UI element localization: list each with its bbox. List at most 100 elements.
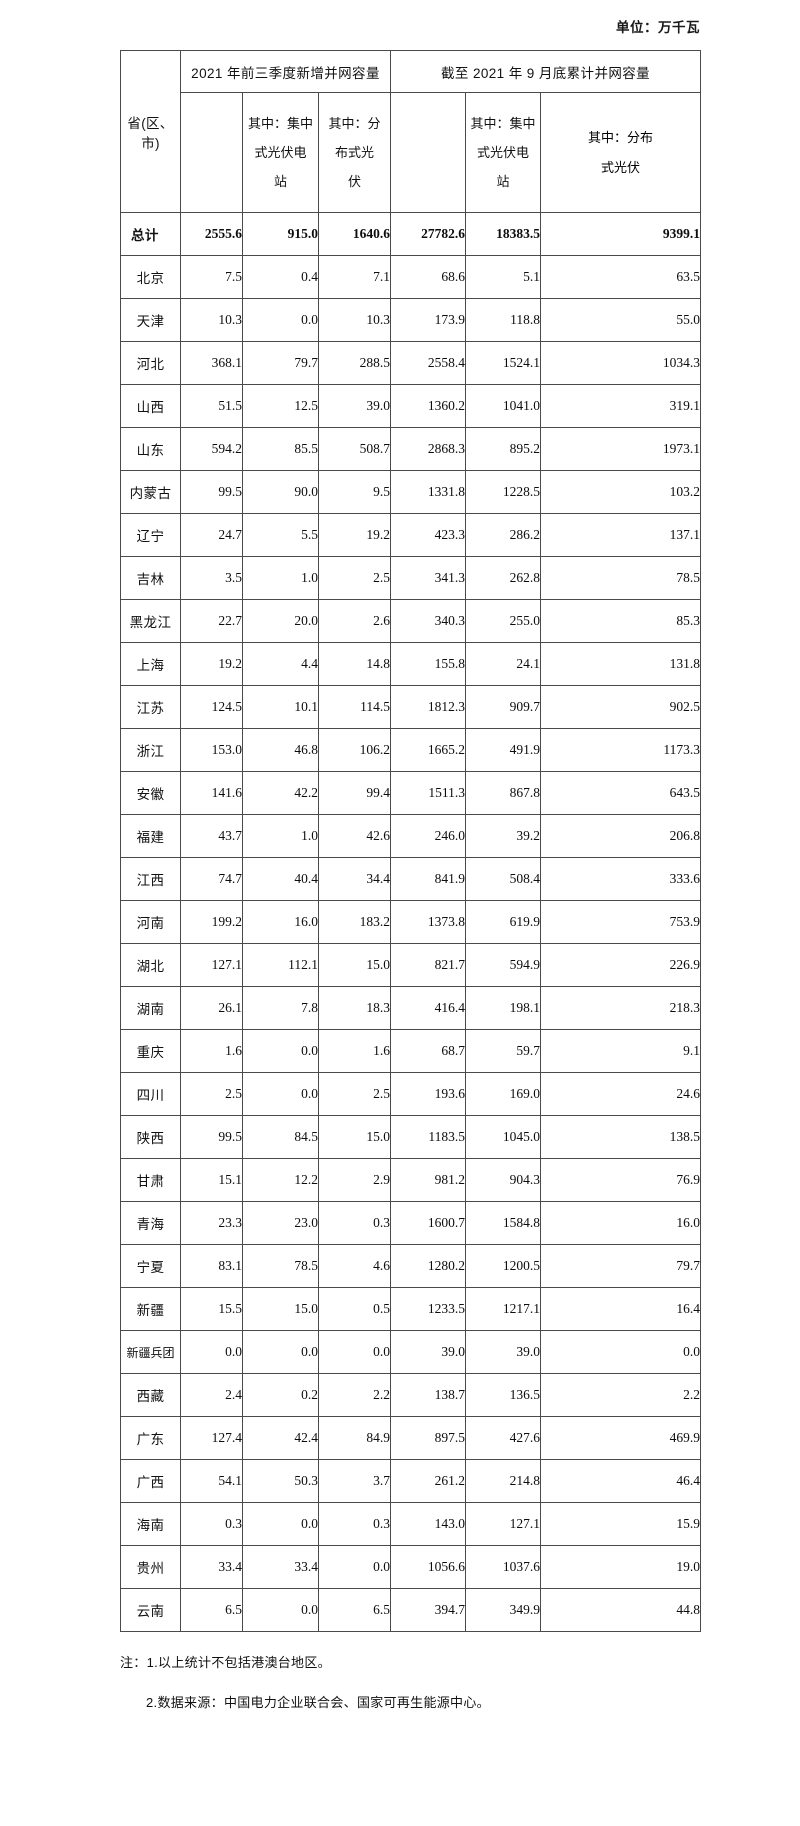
province-name: 广东 [120,1416,181,1460]
cell-value: 1.0 [242,556,319,600]
cell-value: 79.7 [540,1244,702,1288]
cell-value: 10.1 [242,685,319,729]
province-name: 贵州 [120,1545,181,1589]
cell-value: 118.8 [465,298,542,342]
table-row: 江苏 124.5 10.1 114.5 1812.3 909.7 902.5 [120,685,702,729]
cell-value: 594.9 [465,943,542,987]
cell-value: 394.7 [390,1588,467,1632]
cell-value: 24.7 [180,513,243,557]
cell-value: 12.2 [242,1158,319,1202]
header-new-centralized-line2: 式光伏电 [254,144,307,160]
cell-value: 2.5 [317,556,392,600]
table-row: 辽宁 24.7 5.5 19.2 423.3 286.2 137.1 [120,513,702,557]
cell-value: 39.0 [390,1330,467,1374]
cell-value: 16.0 [242,900,319,944]
province-name: 四川 [120,1072,181,1116]
cell-value: 76.9 [540,1158,702,1202]
cell-value: 6.5 [180,1588,243,1632]
cell-value: 1217.1 [465,1287,542,1331]
cell-value: 1524.1 [465,341,542,385]
cell-value: 286.2 [465,513,542,557]
cell-value: 10.3 [317,298,392,342]
cell-value: 40.4 [242,857,319,901]
cell-value: 84.5 [242,1115,319,1159]
cell-value: 124.5 [180,685,243,729]
cell-value: 46.8 [242,728,319,772]
cell-value: 15.0 [242,1287,319,1331]
cell-value: 288.5 [317,341,392,385]
total-value: 18383.5 [465,212,542,256]
cell-value: 2.5 [317,1072,392,1116]
cell-value: 1584.8 [465,1201,542,1245]
note-scope: 注：1.以上统计不包括港澳台地区。 [120,1655,331,1670]
table-row: 贵州 33.4 33.4 0.0 1056.6 1037.6 19.0 [120,1545,702,1589]
table-row: 吉林 3.5 1.0 2.5 341.3 262.8 78.5 [120,556,702,600]
cell-value: 15.1 [180,1158,243,1202]
province-name: 江苏 [120,685,181,729]
cell-value: 68.7 [390,1029,467,1073]
cell-value: 1200.5 [465,1244,542,1288]
cell-value: 183.2 [317,900,392,944]
cell-value: 85.3 [540,599,702,643]
cell-value: 368.1 [180,341,243,385]
cell-value: 1600.7 [390,1201,467,1245]
header-sub-row: 其中：集中 式光伏电 站 其中：分 布式光 伏 其中：集中 式光伏电 站 [121,92,702,213]
province-name: 浙江 [120,728,181,772]
total-label: 总计 [120,212,181,256]
cell-value: 416.4 [390,986,467,1030]
province-name: 河南 [120,900,181,944]
table-row: 海南 0.3 0.0 0.3 143.0 127.1 15.9 [120,1502,702,1546]
header-new-total [180,92,243,213]
cell-value: 2558.4 [390,341,467,385]
cell-value: 12.5 [242,384,319,428]
cell-value: 42.6 [317,814,392,858]
cell-value: 16.0 [540,1201,702,1245]
cell-value: 85.5 [242,427,319,471]
header-cumulative-centralized-line1: 其中：集中 [470,115,536,131]
province-name: 宁夏 [120,1244,181,1288]
cell-value: 1034.3 [540,341,702,385]
table-row: 安徽 141.6 42.2 99.4 1511.3 867.8 643.5 [120,771,702,815]
cell-value: 246.0 [390,814,467,858]
cell-value: 2.2 [317,1373,392,1417]
cell-value: 7.1 [317,255,392,299]
cell-value: 753.9 [540,900,702,944]
table-row: 山西 51.5 12.5 39.0 1360.2 1041.0 319.1 [120,384,702,428]
header-group-cumulative-capacity: 截至 2021 年 9 月底累计并网容量 [390,50,702,93]
header-province-label: 省(区、市) [120,50,181,213]
cell-value: 10.3 [180,298,243,342]
cell-value: 594.2 [180,427,243,471]
cell-value: 43.7 [180,814,243,858]
cell-value: 0.3 [317,1201,392,1245]
cell-value: 50.3 [242,1459,319,1503]
cell-value: 340.3 [390,599,467,643]
cell-value: 0.2 [242,1373,319,1417]
cell-value: 427.6 [465,1416,542,1460]
cell-value: 24.1 [465,642,542,686]
table-row: 黑龙江 22.7 20.0 2.6 340.3 255.0 85.3 [120,599,702,643]
table-row: 内蒙古 99.5 90.0 9.5 1331.8 1228.5 103.2 [120,470,702,514]
cell-value: 127.1 [180,943,243,987]
header-new-distributed-line1: 其中：分 [328,115,381,131]
cell-value: 909.7 [465,685,542,729]
cell-value: 24.6 [540,1072,702,1116]
header-new-distributed-line3: 伏 [348,174,362,190]
cell-value: 261.2 [390,1459,467,1503]
table-row: 广东 127.4 42.4 84.9 897.5 427.6 469.9 [120,1416,702,1460]
statistics-table: 省(区、市) 2021 年前三季度新增并网容量 截至 2021 年 9 月底累计… [120,50,702,1632]
cell-value: 4.6 [317,1244,392,1288]
cell-value: 6.5 [317,1588,392,1632]
cell-value: 44.8 [540,1588,702,1632]
cell-value: 20.0 [242,599,319,643]
cell-value: 131.8 [540,642,702,686]
cell-value: 0.4 [242,255,319,299]
cell-value: 83.1 [180,1244,243,1288]
cell-value: 7.8 [242,986,319,1030]
cell-value: 114.5 [317,685,392,729]
cell-value: 897.5 [390,1416,467,1460]
cell-value: 9.1 [540,1029,702,1073]
cell-value: 0.3 [317,1502,392,1546]
cell-value: 0.0 [317,1330,392,1374]
table-row: 陕西 99.5 84.5 15.0 1183.5 1045.0 138.5 [120,1115,702,1159]
province-name: 云南 [120,1588,181,1632]
